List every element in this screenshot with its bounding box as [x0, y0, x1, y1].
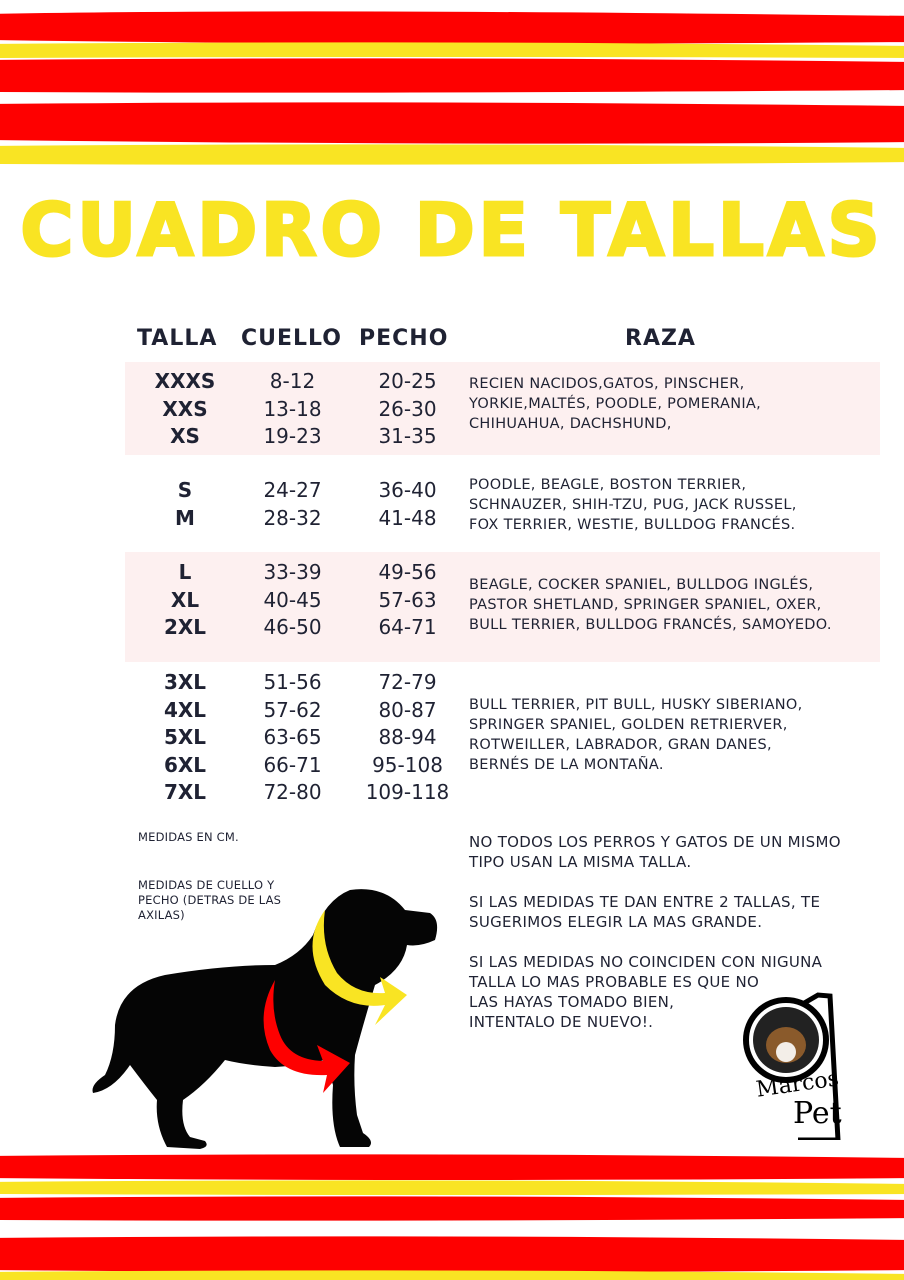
dog-silhouette-icon	[92, 889, 438, 1149]
talla-cell: 3XL 4XL 5XL 6XL 7XL	[163, 670, 207, 804]
top-stripes-decoration	[0, 11, 904, 165]
talla-cell: L XL 2XL	[163, 560, 207, 639]
pecho-cell: 20-25 26-30 31-35	[378, 369, 437, 448]
header-pecho: PECHO	[359, 326, 449, 351]
raza-cell: BEAGLE, COCKER SPANIEL, BULLDOG INGLÉS, …	[469, 577, 832, 633]
pecho-cell: 36-40 41-48	[378, 478, 437, 530]
note-remeasure: SI LAS MEDIDAS NO COINCIDEN CON NIGUNA T…	[469, 953, 823, 1031]
talla-cell: XXXS XXS XS	[154, 369, 216, 448]
row-band	[125, 552, 880, 662]
brand-logo: Marcos Pet	[738, 990, 868, 1143]
cuello-cell: 33-39 40-45 46-50	[263, 560, 322, 639]
header-cuello: CUELLO	[241, 326, 342, 351]
header-raza: RAZA	[625, 326, 696, 351]
note-measure: MEDIDAS DE CUELLO Y PECHO (DETRAS DE LAS…	[138, 878, 282, 922]
cuello-cell: 8-12 13-18 19-23	[263, 369, 322, 448]
bottom-stripes-decoration	[0, 1154, 904, 1280]
logo-text-pet: Pet	[793, 1096, 842, 1131]
raza-cell: RECIEN NACIDOS,GATOS, PINSCHER, YORKIE,M…	[469, 376, 762, 432]
pecho-cell: 49-56 57-63 64-71	[378, 560, 437, 639]
row-band	[125, 362, 880, 455]
note-between-sizes: SI LAS MEDIDAS TE DAN ENTRE 2 TALLAS, TE…	[469, 893, 821, 931]
note-units: MEDIDAS EN CM.	[138, 830, 239, 844]
talla-cell: S M	[175, 478, 195, 530]
note-same-breed: NO TODOS LOS PERROS Y GATOS DE UN MISMO …	[469, 833, 841, 871]
cuello-cell: 24-27 28-32	[263, 478, 322, 530]
raza-cell: POODLE, BEAGLE, BOSTON TERRIER, SCHNAUZE…	[469, 477, 797, 533]
pecho-cell: 72-79 80-87 88-94 95-108 109-118	[365, 670, 450, 804]
raza-cell: BULL TERRIER, PIT BULL, HUSKY SIBERIANO,…	[469, 697, 803, 773]
cuello-cell: 51-56 57-62 63-65 66-71 72-80	[263, 670, 322, 804]
header-talla: TALLA	[137, 326, 218, 351]
page-title: CUADRO DE TALLAS	[19, 187, 884, 274]
